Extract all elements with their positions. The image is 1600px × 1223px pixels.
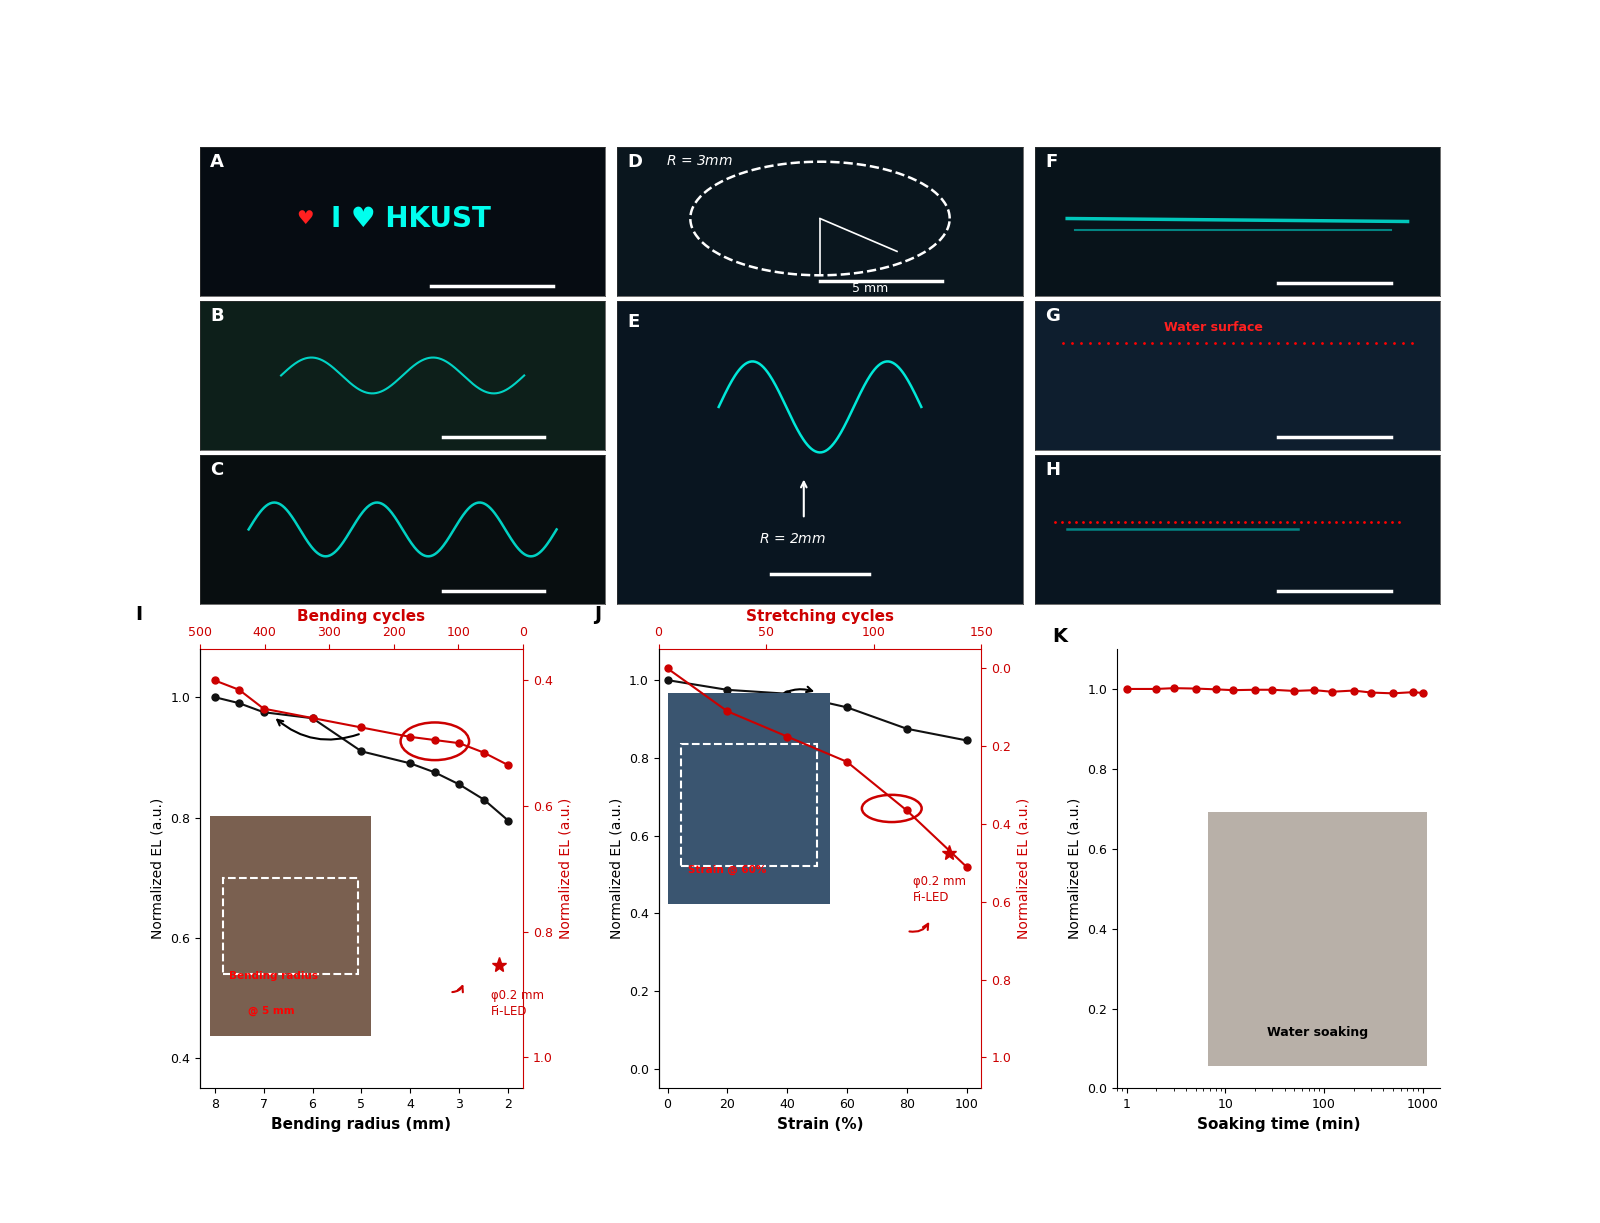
Text: I ♥ HKUST: I ♥ HKUST (331, 204, 491, 232)
X-axis label: Soaking time (min): Soaking time (min) (1197, 1117, 1360, 1131)
Text: 5 mm: 5 mm (853, 281, 888, 295)
Text: G: G (1045, 307, 1059, 324)
X-axis label: Stretching cycles: Stretching cycles (746, 609, 894, 624)
Text: A: A (210, 153, 224, 171)
Y-axis label: Normalized EL (a.u.): Normalized EL (a.u.) (1016, 799, 1030, 939)
Text: J: J (594, 605, 602, 624)
Text: Water surface: Water surface (1165, 320, 1264, 334)
Text: φ0.2 mm
Fi-LED: φ0.2 mm Fi-LED (491, 989, 544, 1018)
Y-axis label: Normalized EL (a.u.): Normalized EL (a.u.) (610, 799, 624, 939)
Text: $R$ = 3mm: $R$ = 3mm (666, 154, 733, 168)
X-axis label: Bending cycles: Bending cycles (298, 609, 426, 624)
Text: φ0.2 mm
Fi-LED: φ0.2 mm Fi-LED (912, 874, 966, 904)
Y-axis label: Normalized EL (a.u.): Normalized EL (a.u.) (150, 799, 165, 939)
Text: I: I (136, 605, 142, 624)
Text: B: B (210, 307, 224, 324)
Text: ♥: ♥ (296, 209, 314, 227)
Text: F: F (1045, 153, 1058, 171)
Text: D: D (627, 153, 643, 171)
X-axis label: Strain (%): Strain (%) (776, 1117, 864, 1131)
Text: H: H (1045, 461, 1059, 478)
Text: K: K (1053, 627, 1067, 646)
Text: E: E (627, 313, 640, 331)
Y-axis label: Normalized EL (a.u.): Normalized EL (a.u.) (1067, 799, 1082, 939)
Text: $R$ = 2mm: $R$ = 2mm (760, 532, 826, 547)
Text: C: C (210, 461, 224, 478)
X-axis label: Bending radius (mm): Bending radius (mm) (272, 1117, 451, 1131)
Y-axis label: Normalized EL (a.u.): Normalized EL (a.u.) (558, 799, 573, 939)
